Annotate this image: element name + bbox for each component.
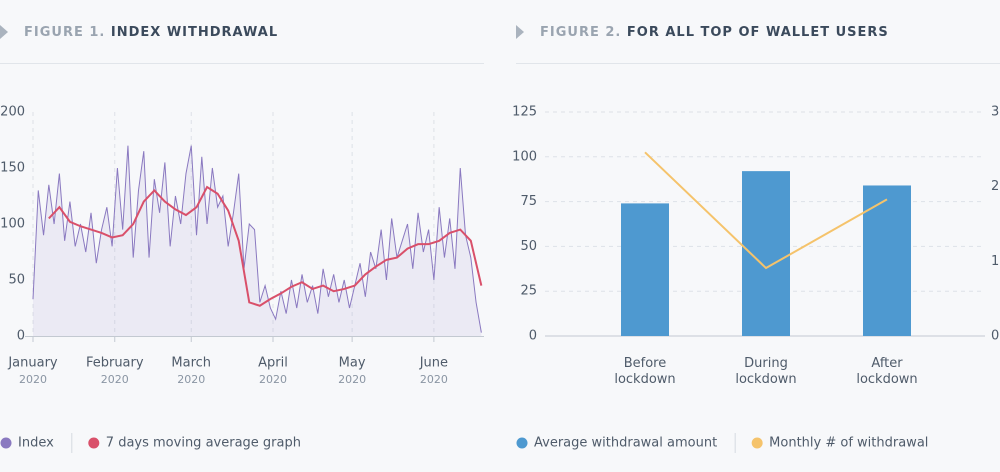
figure-label: FIGURE 1. — [24, 25, 105, 40]
y-tick-label: 125 — [512, 105, 537, 120]
y-tick-label: 25 — [520, 284, 537, 299]
x-tick-sublabel: 2020 — [338, 373, 366, 386]
y-tick-label: 200 — [0, 105, 25, 120]
x-tick-label: May — [339, 356, 366, 371]
chart-title: FOR ALL TOP OF WALLET USERS — [627, 25, 889, 40]
x-tick-label: April — [258, 356, 288, 371]
chart-title: INDEX WITHDRAWAL — [111, 25, 278, 40]
y-tick-label: 0 — [17, 329, 25, 344]
bar — [621, 203, 669, 336]
x-tick-label: March — [171, 356, 211, 371]
y2-tick-label: 0 — [991, 329, 999, 344]
y-tick-label: 50 — [520, 239, 537, 254]
x-tick-sublabel: 2020 — [420, 373, 448, 386]
x-tick-sublabel: 2020 — [101, 373, 129, 386]
y-tick-label: 150 — [0, 161, 25, 176]
x-tick-label: Before lockdown — [614, 356, 675, 387]
bar — [742, 171, 790, 336]
legend-marker — [0, 437, 12, 449]
header-icon — [0, 25, 8, 39]
figure-label: FIGURE 2. — [540, 25, 621, 40]
chart-header: FIGURE 2. FOR ALL TOP OF WALLET USERS — [540, 25, 889, 40]
y2-tick-label: 1 — [991, 254, 999, 269]
series-line — [48, 185, 483, 307]
y-tick-label: 0 — [529, 329, 537, 344]
legend-label: Index — [18, 436, 54, 451]
legend-label: Average withdrawal amount — [534, 436, 717, 451]
legend-marker — [516, 437, 528, 449]
x-tick-label: June — [419, 356, 448, 371]
y-tick-label: 75 — [520, 194, 537, 209]
legend-marker — [88, 437, 100, 449]
series-line — [644, 151, 888, 270]
y-tick-label: 100 — [0, 217, 25, 232]
y2-tick-label: 2 — [991, 179, 999, 194]
y-tick-label: 100 — [512, 149, 537, 164]
header-icon — [516, 25, 524, 39]
x-tick-sublabel: 2020 — [177, 373, 205, 386]
x-tick-label: February — [86, 356, 144, 371]
x-tick-sublabel: 2020 — [259, 373, 287, 386]
y2-tick-label: 3 — [991, 105, 999, 120]
chart-header: FIGURE 1. INDEX WITHDRAWAL — [24, 25, 278, 40]
legend-label: 7 days moving average graph — [106, 436, 301, 451]
legend-marker — [751, 437, 763, 449]
area — [33, 145, 482, 336]
x-tick-label: After lockdown — [856, 356, 917, 387]
x-tick-label: During lockdown — [735, 356, 796, 387]
series-line — [32, 145, 482, 333]
x-tick-label: January — [7, 356, 58, 371]
legend-label: Monthly # of withdrawal — [769, 436, 928, 451]
x-tick-sublabel: 2020 — [19, 373, 47, 386]
bar — [863, 185, 911, 336]
y-tick-label: 50 — [8, 273, 25, 288]
